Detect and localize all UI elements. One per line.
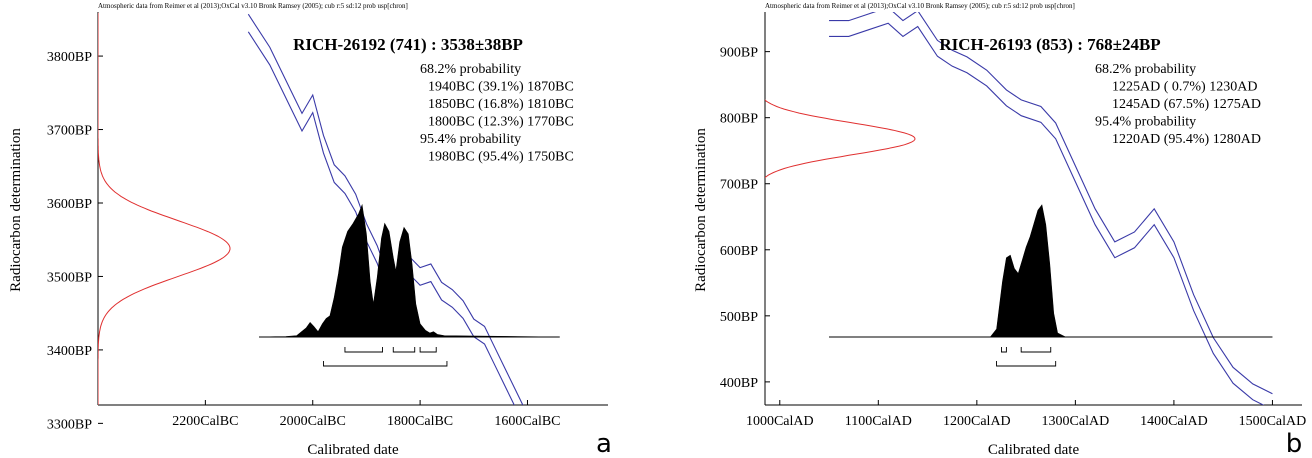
probability-range: 1980BC (95.4%) 1750BC <box>428 150 574 165</box>
calibration-curve-upper <box>247 13 524 405</box>
x-axis-label: Calibrated date <box>307 442 399 458</box>
range-bracket-68 <box>1001 347 1007 353</box>
calibration-curve-lower <box>247 31 515 405</box>
x-axis-label: Calibrated date <box>988 442 1080 458</box>
x-tick-label: 2200CalBC <box>172 414 238 429</box>
header-credit: Atmospheric data from Reimer et al (2013… <box>98 2 408 10</box>
y-tick-label: 3800BP <box>47 50 92 65</box>
x-tick-label: 1500CalAD <box>1239 414 1307 429</box>
range-bracket-68 <box>344 347 383 353</box>
x-tick-label: 1200CalAD <box>943 414 1011 429</box>
range-bracket-68 <box>392 347 416 353</box>
x-tick-label: 2000CalBC <box>280 414 346 429</box>
chart-title: RICH-26193 (853) : 768±24BP <box>939 35 1160 54</box>
range-bracket-95 <box>323 361 448 367</box>
y-tick-label: 3400BP <box>47 344 92 359</box>
probability-range: 1225AD ( 0.7%) 1230AD <box>1112 80 1257 95</box>
y-tick-label: 3700BP <box>47 124 92 139</box>
panel-label: b <box>1286 429 1303 458</box>
y-tick-label: 600BP <box>720 244 758 259</box>
x-tick-label: 1400CalAD <box>1140 414 1208 429</box>
x-tick-label: 1000CalAD <box>746 414 814 429</box>
radiocarbon-distribution-curve <box>765 99 916 179</box>
calibration-curve-lower <box>829 22 1265 405</box>
x-tick-label: 1100CalAD <box>845 414 912 429</box>
range-bracket-68 <box>419 347 437 353</box>
y-tick-label: 3300BP <box>47 417 92 432</box>
header-credit: Atmospheric data from Reimer et al (2013… <box>765 2 1075 10</box>
y-tick-label: 3600BP <box>47 197 92 212</box>
calibration-curve-upper <box>829 12 1273 395</box>
calibration-panel-b: Atmospheric data from Reimer et al (2013… <box>693 2 1306 458</box>
calibrated-probability-distribution <box>829 204 1273 338</box>
probability-range: 1940BC (39.1%) 1870BC <box>428 80 574 95</box>
probability-range: 1245AD (67.5%) 1275AD <box>1112 97 1261 112</box>
y-tick-label: 400BP <box>720 376 758 391</box>
calibration-panel-a: Atmospheric data from Reimer et al (2013… <box>8 2 612 458</box>
panel-label: a <box>596 429 612 458</box>
range-bracket-95 <box>996 361 1057 367</box>
x-tick-label: 1300CalAD <box>1042 414 1110 429</box>
x-tick-label: 1800CalBC <box>387 414 453 429</box>
y-tick-label: 500BP <box>720 310 758 325</box>
plot-area <box>98 12 560 405</box>
probability-range: 1220AD (95.4%) 1280AD <box>1112 132 1261 147</box>
plot-area <box>765 12 1273 405</box>
probability-heading: 95.4% probability <box>420 132 521 147</box>
radiocarbon-distribution-curve <box>98 12 231 405</box>
y-tick-label: 700BP <box>720 178 758 193</box>
y-axis-label: Radiocarbon determination <box>8 128 24 292</box>
chart-title: RICH-26192 (741) : 3538±38BP <box>293 35 523 54</box>
probability-heading: 68.2% probability <box>420 62 521 77</box>
probability-heading: 68.2% probability <box>1095 62 1196 77</box>
probability-range: 1850BC (16.8%) 1810BC <box>428 97 574 112</box>
x-tick-label: 1600CalBC <box>494 414 560 429</box>
probability-range: 1800BC (12.3%) 1770BC <box>428 115 574 130</box>
probability-heading: 95.4% probability <box>1095 115 1196 130</box>
y-tick-label: 800BP <box>720 112 758 127</box>
range-bracket-68 <box>1020 347 1052 353</box>
y-tick-label: 900BP <box>720 46 758 61</box>
y-tick-label: 3500BP <box>47 270 92 285</box>
y-axis-label: Radiocarbon determination <box>693 128 709 292</box>
calibrated-probability-distribution <box>259 203 560 338</box>
